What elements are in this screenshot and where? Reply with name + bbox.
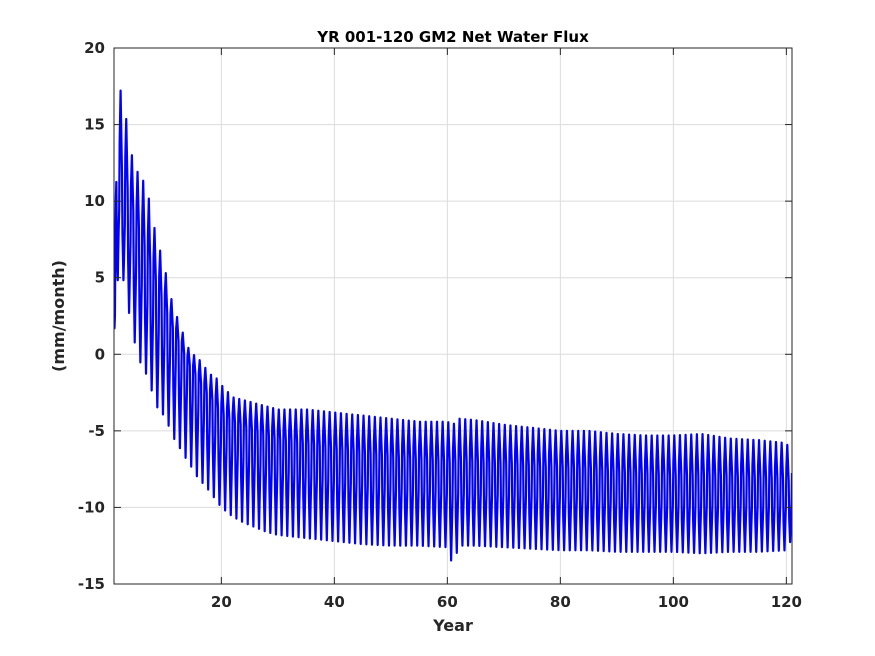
x-tick-label: 100 xyxy=(658,593,689,611)
tick-labels: 20 40 60 80 100 120 -15 -10 -5 0 5 10 15 20 xyxy=(78,39,802,611)
y-axis-label: (mm/month) xyxy=(49,260,68,372)
y-tick-label: 20 xyxy=(84,39,105,57)
x-tick-label: 80 xyxy=(550,593,571,611)
x-tick-label: 60 xyxy=(437,593,458,611)
x-tick-label: 120 xyxy=(771,593,802,611)
y-tick-label: -10 xyxy=(78,498,105,516)
x-axis-label: Year xyxy=(432,616,473,635)
y-tick-label: -15 xyxy=(78,575,105,593)
ticks xyxy=(114,47,792,585)
series-line xyxy=(114,89,792,562)
y-tick-label: 10 xyxy=(84,192,105,210)
series-group xyxy=(114,89,792,562)
y-tick-label: 15 xyxy=(84,116,105,134)
plot-frame xyxy=(113,47,793,585)
y-tick-label: 5 xyxy=(95,269,105,287)
x-tick-label: 20 xyxy=(211,593,232,611)
y-tick-label: -5 xyxy=(88,422,105,440)
chart-title: YR 001-120 GM2 Net Water Flux xyxy=(316,28,589,46)
y-tick-label: 0 xyxy=(95,345,105,363)
x-tick-label: 40 xyxy=(324,593,345,611)
